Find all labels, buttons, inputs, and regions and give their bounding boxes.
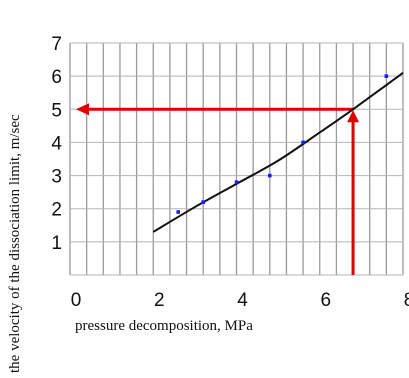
vertical-arrow-head [347,110,360,123]
y-tick-label: 7 [51,34,62,55]
data-point [301,140,305,145]
tick-labels: 1 2 3 4 5 6 7 0 2 4 6 8 [51,34,409,311]
x-tick-label: 2 [154,290,165,311]
y-tick-label: 1 [51,233,62,254]
x-tick-label: 4 [237,290,248,311]
data-point [201,200,205,204]
data-point [234,180,239,184]
y-tick-label: 4 [51,133,62,154]
y-tick-label: 6 [51,67,62,88]
x-tick-label: 0 [71,290,82,311]
trend-line [152,72,404,233]
data-points [176,74,389,214]
x-tick-label: 6 [320,290,331,311]
y-tick-label: 3 [51,167,62,188]
annotation-arrows [76,103,360,275]
y-tick-label: 2 [51,200,62,221]
data-point [268,173,272,178]
y-tick-label: 5 [51,100,62,121]
y-axis-label: the velocity of the dissociation limit, … [7,114,23,373]
x-axis-label: pressure decomposition, MPa [75,318,253,334]
x-tick-label: 8 [404,290,409,311]
horizontal-arrow-head [76,103,89,116]
data-point [176,210,181,214]
grid [69,42,404,276]
data-point [384,74,389,78]
fit-curve [152,72,404,233]
